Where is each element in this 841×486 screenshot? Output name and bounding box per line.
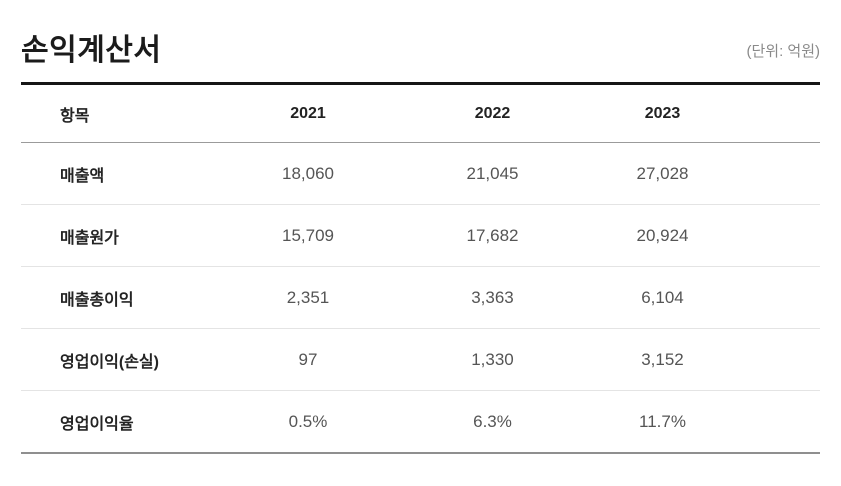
page-title: 손익계산서 bbox=[21, 33, 162, 67]
cell-value: 20,924 bbox=[636, 225, 689, 245]
column-header-item: 항목 bbox=[60, 107, 90, 125]
cell-value: 27,028 bbox=[636, 163, 689, 183]
table-row-operating-income: 영업이익(손실) 97 1,330 3,152 bbox=[21, 329, 820, 391]
unit-label: (단위: 억원) bbox=[746, 43, 820, 60]
table-header-row: 항목 2021 2022 2023 bbox=[21, 82, 820, 143]
row-label: 매출총이익 bbox=[60, 291, 134, 309]
table-row-revenue: 매출액 18,060 21,045 27,028 bbox=[21, 143, 820, 205]
row-label: 영업이익(손실) bbox=[60, 353, 159, 371]
cell-value: 15,709 bbox=[282, 225, 334, 245]
cell-value: 11.7% bbox=[639, 411, 686, 431]
table-row-cost-of-sales: 매출원가 15,709 17,682 20,924 bbox=[21, 205, 820, 267]
cell-value: 17,682 bbox=[466, 225, 519, 245]
cell-value: 2,351 bbox=[286, 287, 330, 307]
row-label: 매출원가 bbox=[60, 229, 119, 247]
column-header-2021: 2021 bbox=[290, 104, 326, 122]
cell-value: 6.3% bbox=[473, 411, 512, 431]
cell-value: 18,060 bbox=[282, 163, 334, 183]
column-header-2023: 2023 bbox=[644, 104, 681, 122]
cell-value: 97 bbox=[298, 349, 318, 369]
income-statement-table: 항목 2021 2022 2023 매출액 18,060 21,045 27,0… bbox=[21, 82, 820, 454]
cell-value: 3,363 bbox=[471, 287, 514, 307]
cell-value: 0.5% bbox=[288, 411, 328, 431]
cell-value: 3,152 bbox=[641, 349, 684, 369]
cell-value: 1,330 bbox=[471, 349, 514, 369]
cell-value: 21,045 bbox=[466, 163, 519, 183]
row-label: 영업이익율 bbox=[60, 415, 134, 433]
cell-value: 6,104 bbox=[641, 287, 684, 307]
table-row-operating-margin: 영업이익율 0.5% 6.3% 11.7% bbox=[21, 391, 820, 454]
document-header: 손익계산서 (단위: 억원) bbox=[21, 16, 820, 68]
row-label: 매출액 bbox=[60, 167, 105, 185]
table-row-gross-profit: 매출총이익 2,351 3,363 6,104 bbox=[21, 267, 820, 329]
column-header-2022: 2022 bbox=[474, 104, 511, 122]
